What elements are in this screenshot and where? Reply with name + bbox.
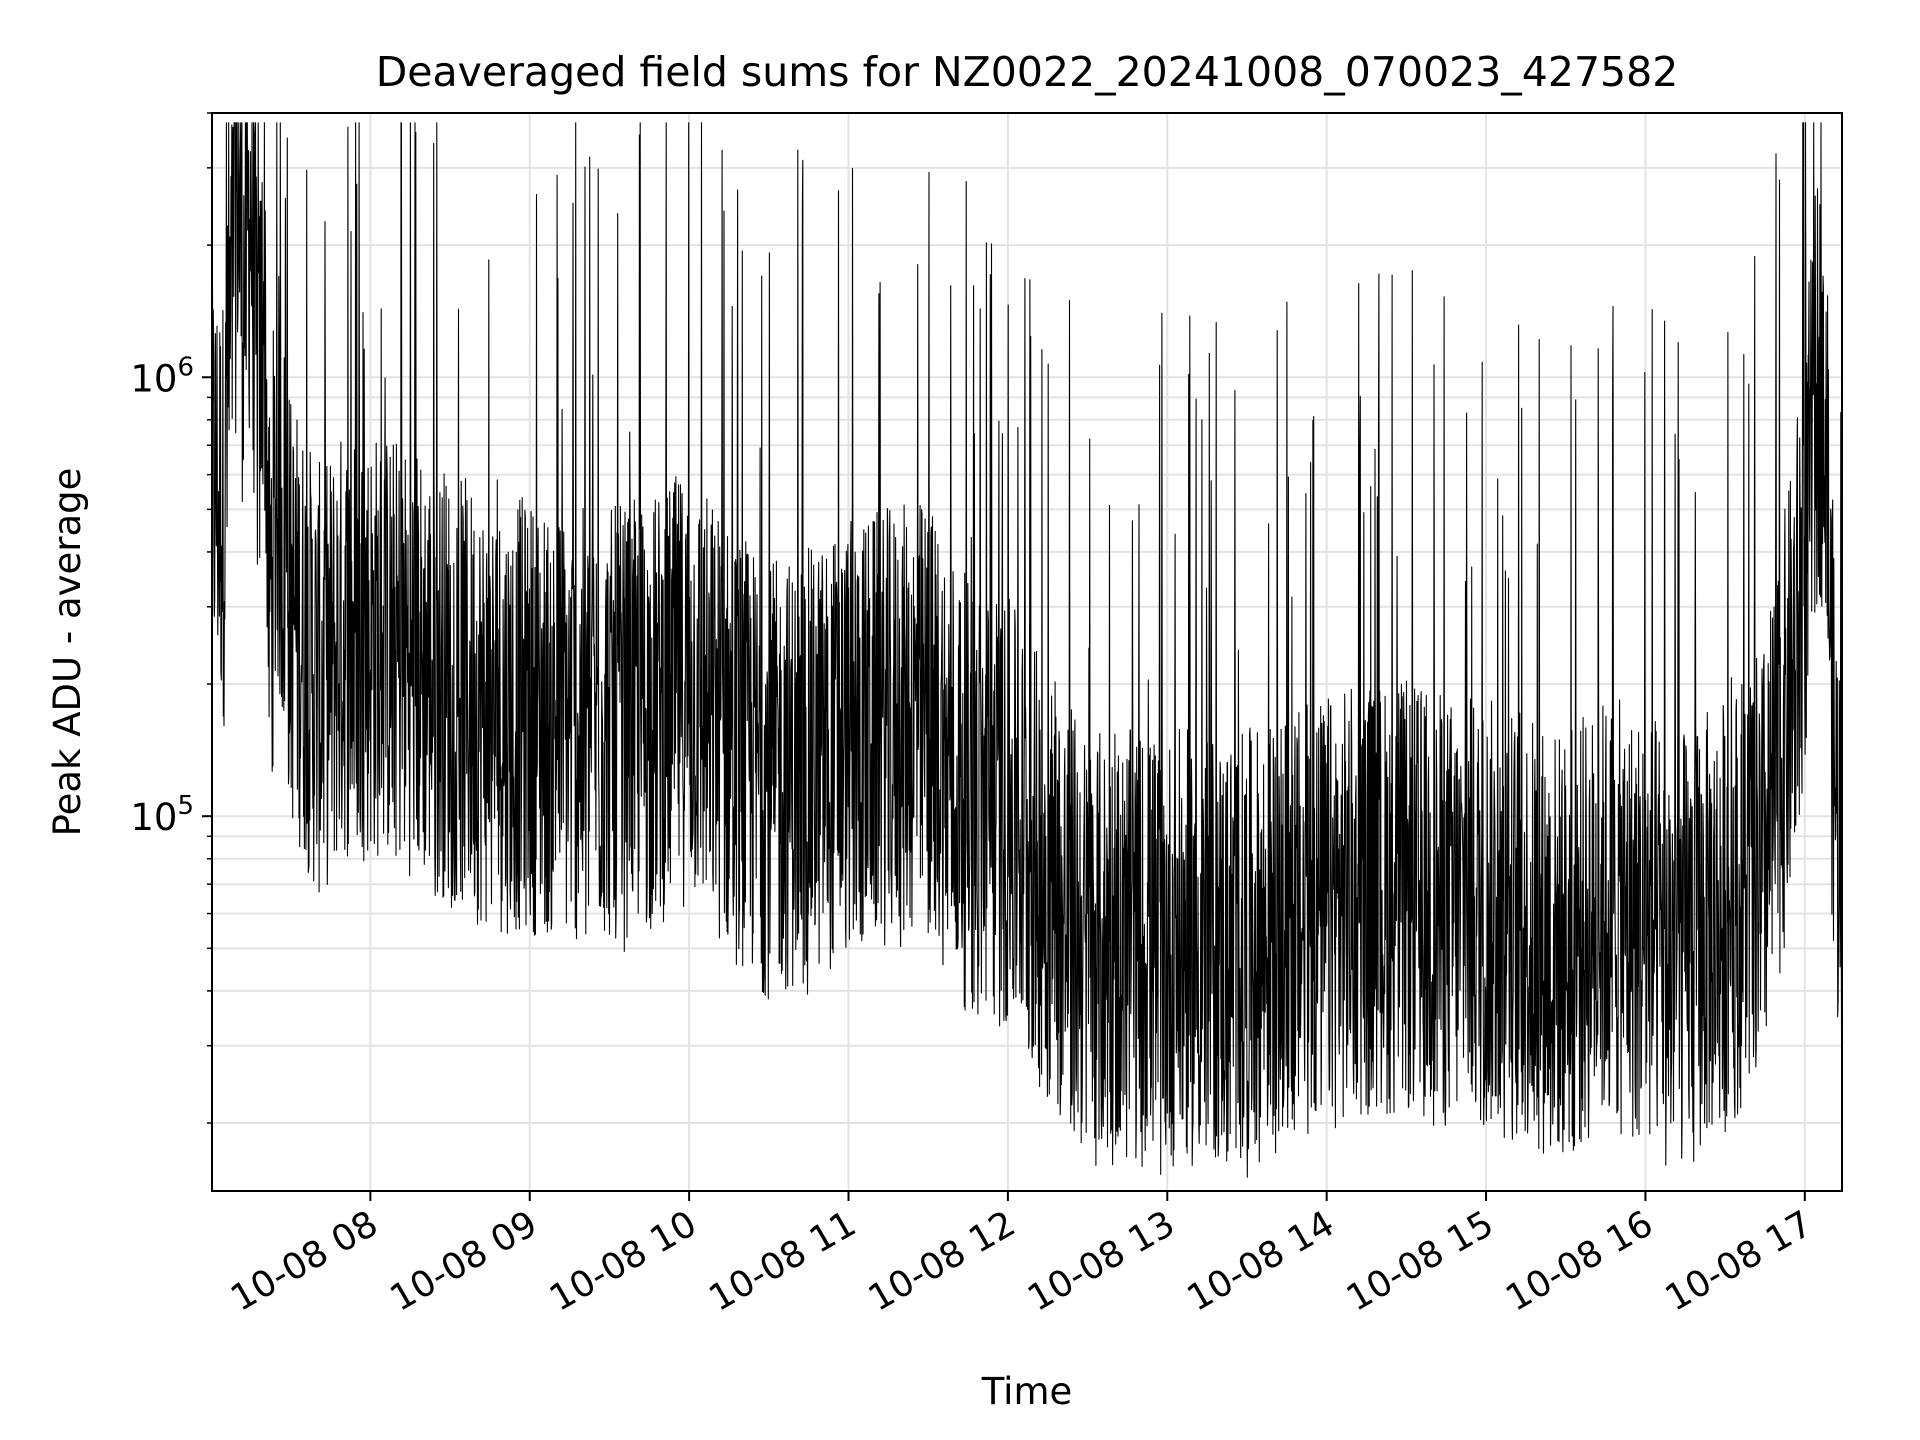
y-tick-label: 105 xyxy=(130,791,194,839)
chart-title: Deaveraged field sums for NZ0022_2024100… xyxy=(376,48,1679,96)
y-axis-label: Peak ADU - average xyxy=(46,468,89,837)
y-tick-label: 106 xyxy=(130,352,194,400)
plot-frame xyxy=(211,112,1843,1192)
data-layer xyxy=(211,122,1843,1178)
series-line xyxy=(211,122,1843,1178)
grid xyxy=(212,112,1842,1191)
x-axis-label: Time xyxy=(981,1370,1073,1413)
